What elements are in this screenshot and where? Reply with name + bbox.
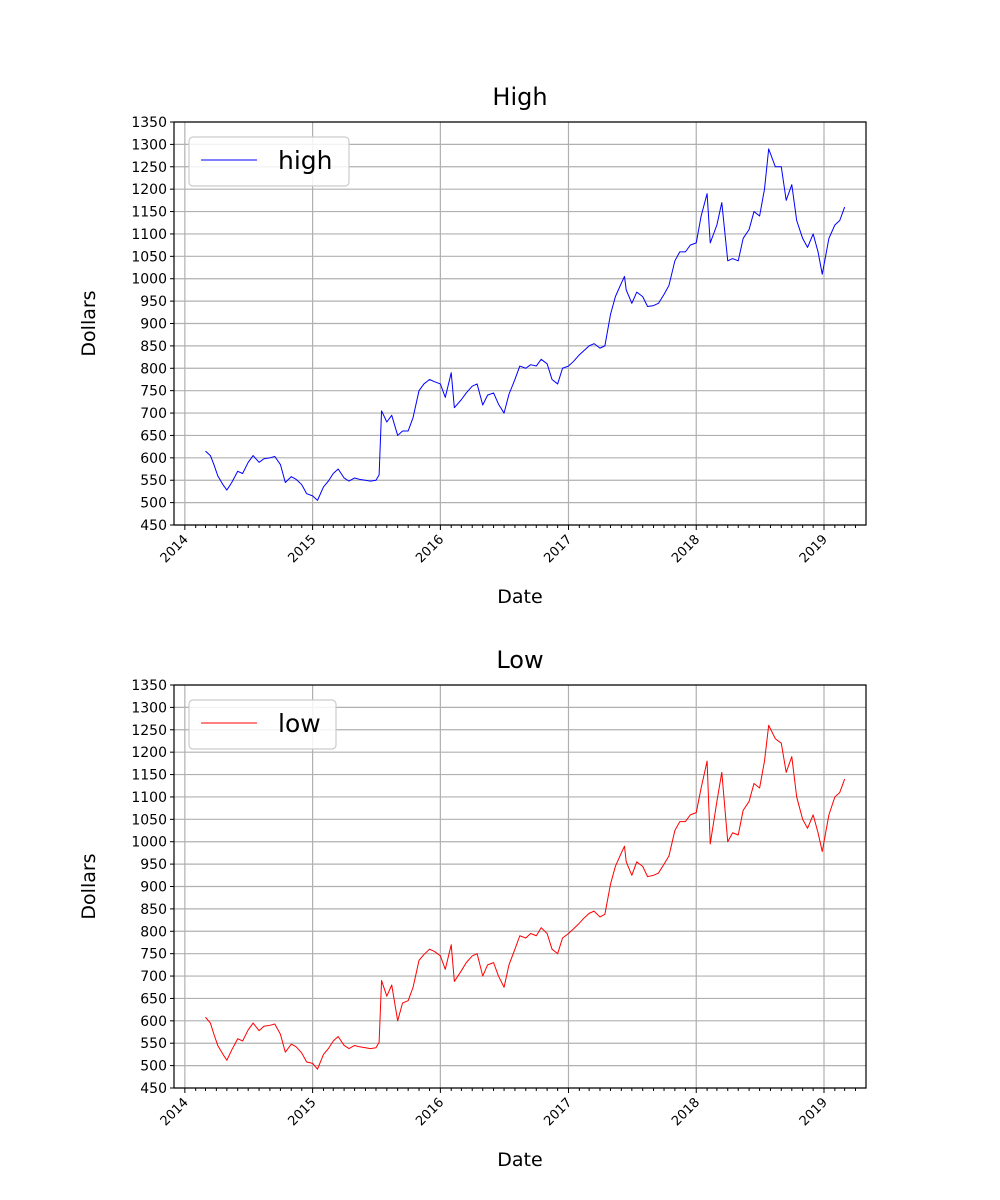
y-tick-label: 700 xyxy=(140,969,167,985)
high-chart: 450 500 550 600 650 700 750 800 850 900 950 1000 105… xyxy=(78,83,867,608)
y-tick-label: 450 xyxy=(140,518,167,534)
y-tick-label: 1200 xyxy=(131,745,167,761)
y-tick-label: 800 xyxy=(140,361,167,377)
y-tick-label: 1050 xyxy=(131,812,167,828)
low-series-line xyxy=(205,724,846,1070)
y-tick-label: 1250 xyxy=(131,160,167,176)
y-tick-label: 1150 xyxy=(131,205,167,221)
y-tick-label: 1200 xyxy=(131,182,167,198)
y-tick-label: 950 xyxy=(140,294,167,310)
y-tick-label: 1350 xyxy=(131,115,167,131)
y-tick-label: 1150 xyxy=(131,768,167,784)
legend-box xyxy=(188,136,350,187)
x-axis-label: Date xyxy=(497,586,542,608)
y-tick-label: 600 xyxy=(140,1014,167,1030)
y-tick-label: 750 xyxy=(140,384,167,400)
y-tick-label: 550 xyxy=(140,1036,167,1052)
y-tick-label: 850 xyxy=(140,339,167,355)
y-tick-label: 1000 xyxy=(131,835,167,851)
y-axis-label: Dollars xyxy=(78,853,100,919)
legend: high xyxy=(188,136,350,187)
y-tick-label: 850 xyxy=(140,902,167,918)
y-axis-label: Dollars xyxy=(78,290,100,356)
y-tick-label: 800 xyxy=(140,924,167,940)
y-tick-label: 1100 xyxy=(131,227,167,243)
y-tick-label: 700 xyxy=(140,406,167,422)
y-tick-label: 1050 xyxy=(131,249,167,265)
y-tick-label: 950 xyxy=(140,857,167,873)
y-tick-label: 1250 xyxy=(131,723,167,739)
y-tick-label: 550 xyxy=(140,473,167,489)
grid xyxy=(174,684,866,1089)
y-tick-label: 750 xyxy=(140,947,167,963)
y-tick-label: 900 xyxy=(140,317,167,333)
legend-label: high xyxy=(278,146,333,175)
low-chart: 450 500 550 600 650 700 750 800 850 900 950 1000 105… xyxy=(78,646,867,1171)
high-series-line xyxy=(205,148,846,501)
y-tick-label: 500 xyxy=(140,496,167,512)
y-tick-label: 1350 xyxy=(131,678,167,694)
legend-label: low xyxy=(278,709,321,738)
y-tick-label: 900 xyxy=(140,880,167,896)
y-tick-label: 600 xyxy=(140,451,167,467)
y-tick-label: 1000 xyxy=(131,272,167,288)
y-tick-label: 500 xyxy=(140,1059,167,1075)
y-tick-label: 650 xyxy=(140,991,167,1007)
y-tick-label: 1100 xyxy=(131,790,167,806)
chart-title: High xyxy=(492,83,547,111)
legend-box xyxy=(188,699,337,750)
chart-title: Low xyxy=(496,646,543,674)
y-tick-label: 1300 xyxy=(131,137,167,153)
legend: low xyxy=(188,699,337,750)
y-tick-label: 650 xyxy=(140,428,167,444)
x-axis-label: Date xyxy=(497,1149,542,1171)
y-tick-label: 1300 xyxy=(131,700,167,716)
y-tick-label: 450 xyxy=(140,1081,167,1097)
